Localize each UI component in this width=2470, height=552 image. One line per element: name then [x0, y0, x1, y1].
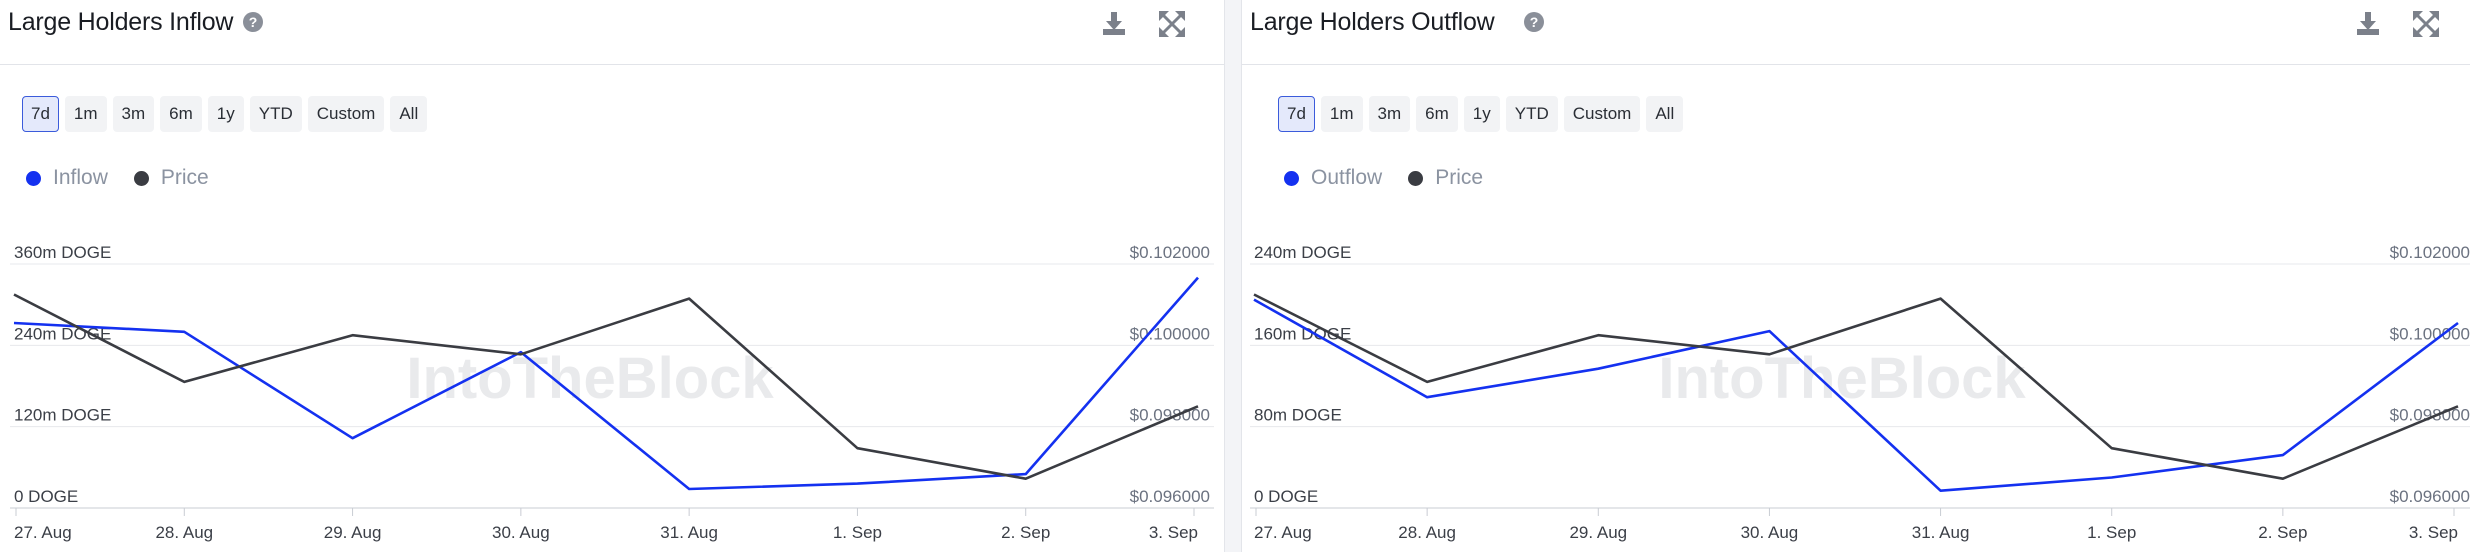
x-axis-tick-label: 29. Aug: [1569, 523, 1627, 542]
legend-label: Price: [160, 166, 209, 189]
legend-item-price[interactable]: Price: [133, 166, 209, 190]
y-axis-left-tick-label: 240m DOGE: [1254, 243, 1351, 262]
watermark-text: IntoTheBlock: [1658, 346, 2026, 411]
series-line-price: [1253, 293, 2459, 480]
x-axis-tick-label: 1. Sep: [833, 523, 882, 542]
x-axis-tick-label: 30. Aug: [1741, 523, 1799, 542]
y-axis-right-tick-label: $0.096000: [1130, 487, 1210, 506]
x-axis-tick-label: 30. Aug: [492, 523, 550, 542]
range-3m-button[interactable]: 3m: [1368, 96, 1411, 132]
panel-divider: [1224, 0, 1242, 552]
download-icon[interactable]: [2352, 8, 2384, 40]
help-icon[interactable]: ?: [1524, 12, 1544, 32]
x-axis-tick-label: 1. Sep: [2087, 523, 2136, 542]
expand-icon[interactable]: [2410, 8, 2442, 40]
x-axis-tick-label: 31. Aug: [660, 523, 718, 542]
range-6m-button[interactable]: 6m: [1416, 96, 1458, 132]
panel-header: Large Holders Outflow ?: [1242, 0, 2470, 65]
y-axis-right-tick-label: $0.098000: [1130, 406, 1210, 425]
range-7d-button[interactable]: 7d: [1278, 96, 1315, 132]
x-axis-tick-label: 2. Sep: [2258, 523, 2307, 542]
y-axis-right-tick-label: $0.098000: [2390, 406, 2470, 425]
legend-item-outflow[interactable]: Outflow: [1284, 166, 1382, 190]
range-all-button[interactable]: All: [1646, 96, 1684, 132]
legend-dot-icon: [26, 170, 41, 186]
legend-dot-icon: [1284, 170, 1299, 186]
x-axis-tick-label: 31. Aug: [1912, 523, 1970, 542]
range-1m-button[interactable]: 1m: [1320, 96, 1363, 132]
range-ytd-button[interactable]: YTD: [249, 96, 302, 132]
y-axis-left-tick-label: 160m DOGE: [1254, 324, 1351, 343]
range-ytd-button[interactable]: YTD: [1505, 96, 1558, 132]
expand-icon[interactable]: [1156, 8, 1188, 40]
y-axis-left-tick-label: 120m DOGE: [14, 406, 111, 425]
y-axis-right-tick-label: $0.102000: [2390, 243, 2470, 262]
legend-label: Outflow: [1311, 166, 1383, 189]
chart-legend: Outflow Price: [1284, 166, 1483, 190]
y-axis-right-tick-label: $0.100000: [1130, 324, 1210, 343]
legend-dot-icon: [133, 170, 149, 186]
y-axis-right-tick-label: $0.096000: [2390, 487, 2470, 506]
y-axis-left-tick-label: 0 DOGE: [14, 487, 78, 506]
y-axis-left-tick-label: 0 DOGE: [1254, 487, 1318, 506]
watermark-text: IntoTheBlock: [406, 346, 774, 411]
chart-legend: Inflow Price: [26, 166, 209, 190]
range-1m-button[interactable]: 1m: [64, 96, 107, 132]
y-axis-right-tick-label: $0.102000: [1130, 243, 1210, 262]
legend-item-inflow[interactable]: Inflow: [26, 166, 108, 190]
y-axis-left-tick-label: 360m DOGE: [14, 243, 111, 262]
help-icon[interactable]: ?: [243, 12, 263, 32]
range-3m-button[interactable]: 3m: [112, 96, 155, 132]
range-all-button[interactable]: All: [390, 96, 428, 132]
x-axis-tick-label: 3. Sep: [1149, 523, 1198, 542]
range-selector: 7d 1m 3m 6m 1y YTD Custom All: [22, 96, 428, 132]
inflow-panel: Large Holders Inflow ? 7d 1m 3m 6m 1y YT…: [0, 0, 1224, 552]
range-6m-button[interactable]: 6m: [160, 96, 202, 132]
x-axis-tick-label: 27. Aug: [1254, 523, 1312, 542]
y-axis-right-tick-label: $0.100000: [2390, 324, 2470, 343]
legend-label: Price: [1435, 166, 1484, 189]
range-custom-button[interactable]: Custom: [1563, 96, 1641, 132]
range-7d-button[interactable]: 7d: [22, 96, 59, 132]
panel-header: Large Holders Inflow ?: [0, 0, 1224, 65]
legend-dot-icon: [1408, 170, 1424, 186]
download-icon[interactable]: [1098, 8, 1130, 40]
y-axis-left-tick-label: 240m DOGE: [14, 324, 111, 343]
panel-title: Large Holders Inflow: [8, 8, 234, 36]
x-axis-tick-label: 3. Sep: [2409, 523, 2458, 542]
outflow-chart: IntoTheBlock 0 DOGE $0.096000 80m DOGE $0.09…: [1250, 243, 2470, 542]
range-custom-button[interactable]: Custom: [307, 96, 385, 132]
range-1y-button[interactable]: 1y: [207, 96, 244, 132]
series-line-outflow: [1253, 298, 2459, 492]
outflow-panel: Large Holders Outflow ? 7d 1m 3m 6m 1y Y…: [1242, 0, 2470, 552]
legend-item-price[interactable]: Price: [1408, 166, 1483, 190]
legend-label: Inflow: [53, 166, 108, 189]
x-axis-tick-label: 29. Aug: [324, 523, 382, 542]
y-axis-left-tick-label: 80m DOGE: [1254, 406, 1342, 425]
x-axis-tick-label: 28. Aug: [155, 523, 213, 542]
x-axis-tick-label: 27. Aug: [14, 523, 72, 542]
series-line-price: [13, 293, 1199, 480]
x-axis-tick-label: 28. Aug: [1398, 523, 1456, 542]
series-line-inflow: [13, 276, 1199, 491]
inflow-chart: IntoTheBlock 0 DOGE $0.096000 120m DOGE $0.0…: [10, 243, 1214, 542]
range-1y-button[interactable]: 1y: [1463, 96, 1500, 132]
x-axis-tick-label: 2. Sep: [1001, 523, 1050, 542]
panel-title: Large Holders Outflow: [1250, 8, 1495, 36]
range-selector: 7d 1m 3m 6m 1y YTD Custom All: [1278, 96, 1684, 132]
